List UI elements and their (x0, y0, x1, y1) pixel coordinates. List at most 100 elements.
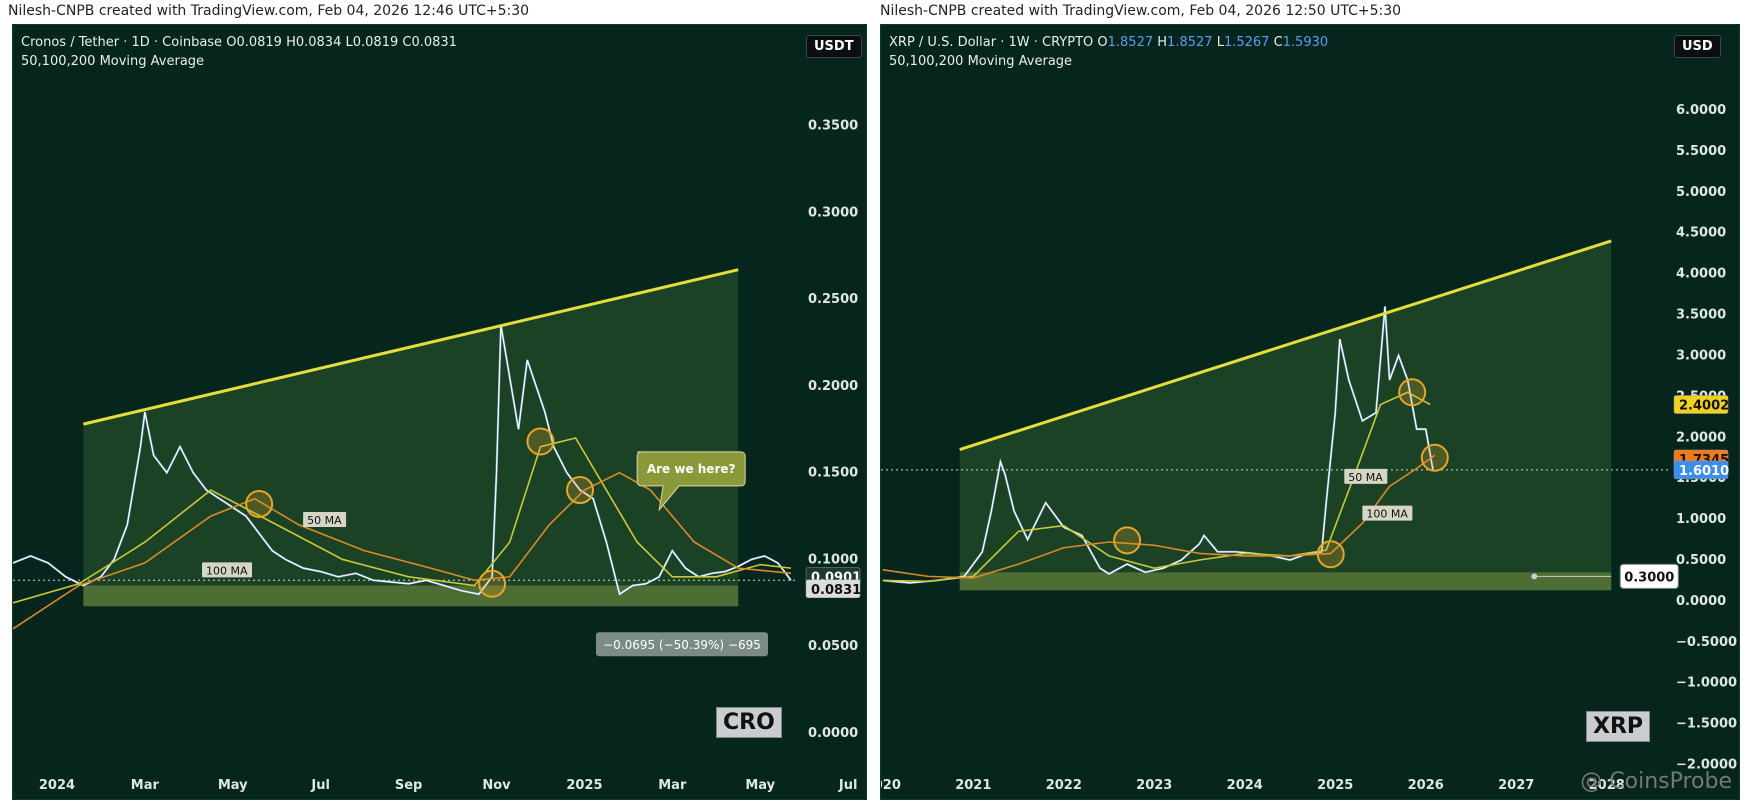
xrp-close: 1.5930 (1282, 35, 1329, 50)
cro-x-tick-label: Sep (395, 778, 423, 793)
xrp-open: 1.8527 (1107, 35, 1154, 50)
cro-low-label: L (345, 35, 353, 50)
cro-x-tick-label: 2024 (39, 778, 75, 793)
xrp-chart-panel: 6.0000 5.5000 5.0000 4.5000 4.0000 3.5000 3.00… (880, 24, 1740, 800)
xrp-y-tick-label: 0.0000 (1676, 594, 1726, 609)
xrp-chart-svg: 6.0000 5.5000 5.0000 4.5000 4.0000 3.5000 3.00… (881, 103, 1737, 793)
xrp-y-tick-label: 5.5000 (1676, 144, 1726, 159)
cro-measure-box (595, 632, 768, 657)
xrp-open-label: O (1097, 35, 1108, 50)
xrp-indicator: 50,100,200 Moving Average (889, 54, 1073, 69)
xrp-price-tag-box (1673, 460, 1729, 480)
xrp-support-zone (959, 572, 1612, 591)
xrp-high: 1.8527 (1167, 35, 1213, 50)
xrp-y-tick-label: 6.0000 (1676, 103, 1726, 118)
cro-x-tick-label: Mar (658, 778, 687, 793)
xrp-level-dot (1531, 573, 1538, 580)
cro-x-tick-label: Mar (131, 778, 160, 793)
xrp-close-label: C (1273, 35, 1283, 50)
xrp-highlight-circle (1113, 526, 1142, 555)
xrp-currency-button[interactable]: USD (1674, 35, 1721, 58)
cro-ma-label: 100 MA (206, 564, 248, 577)
cro-chart-svg: 0.3500 0.3000 0.2500 0.2000 0.1500 0.1000 0.05… (13, 119, 861, 793)
cro-ticker-label: CRO (716, 707, 782, 738)
xrp-high-label: H (1157, 35, 1168, 50)
xrp-ma-line-50 (882, 391, 1431, 583)
xrp-low-label: L (1216, 35, 1224, 50)
xrp-level-tag-box (1619, 563, 1679, 589)
cro-close: 0.0831 (411, 35, 457, 50)
xrp-x-tick-label: 2024 (1227, 778, 1263, 793)
xrp-x-tick-label: 2025 (1317, 778, 1353, 793)
xrp-y-tick-label: −1.0000 (1676, 676, 1737, 691)
cro-y-tick-label: 0.0000 (808, 726, 858, 741)
xrp-price-tag: 1.6010 (1679, 464, 1729, 479)
xrp-ma-label: 100 MA (1366, 508, 1408, 521)
xrp-ma-label: 50 MA (1348, 471, 1383, 484)
xrp-price-tag-box (1673, 395, 1729, 414)
cro-support-zone (83, 585, 739, 607)
cro-chart-header: Cronos / Tether · 1D · Coinbase O0.0819 … (21, 35, 457, 69)
cro-resistance-trendline (82, 268, 739, 426)
xrp-y-tick-label: 4.0000 (1676, 267, 1726, 282)
xrp-ma-line-100 (882, 454, 1436, 579)
cro-y-tick-label: 0.3000 (808, 205, 858, 220)
xrp-resistance-trendline (959, 239, 1612, 451)
xrp-price-tag: 2.4002 (1679, 399, 1729, 414)
cro-x-tick-label: 2025 (566, 778, 602, 793)
xrp-ticker-label: XRP (1586, 711, 1651, 742)
cro-ma-line-100 (13, 471, 792, 630)
cro-currency-button[interactable]: USDT (806, 35, 862, 58)
cro-y-tick-label: 0.1500 (808, 466, 858, 481)
cro-chart-panel: 0.3500 0.3000 0.2500 0.2000 0.1500 0.1000 0.05… (12, 24, 867, 800)
xrp-x-tick-label: 2021 (955, 778, 991, 793)
xrp-ma-label-box (1344, 468, 1388, 484)
cro-y-tick-label: 0.2500 (808, 292, 858, 307)
xrp-y-tick-label: −2.0000 (1676, 758, 1737, 773)
cro-callout-bubble (636, 451, 746, 512)
xrp-y-tick-label: 1.0000 (1676, 512, 1726, 527)
cro-callout-text: Are we here? (647, 462, 736, 476)
cro-high-label: H (286, 35, 296, 50)
xrp-highlight-circle (1420, 443, 1449, 472)
cro-highlight-circle (526, 427, 555, 456)
xrp-y-tick-label: 2.0000 (1676, 430, 1726, 445)
xrp-level-tag: 0.3000 (1624, 570, 1674, 585)
xrp-x-tick-label: 2028 (1589, 778, 1625, 793)
xrp-low: 1.5267 (1223, 35, 1270, 50)
xrp-symbol: XRP / U.S. Dollar · 1W · CRYPTO (889, 35, 1094, 50)
cro-x-tick-label: May (745, 778, 775, 793)
cro-ma-label: 50 MA (307, 514, 342, 527)
cro-open: 0.0819 (236, 35, 282, 50)
cro-x-tick-label: Nov (482, 778, 511, 793)
cro-y-tick-label: 0.0500 (808, 639, 858, 654)
xrp-channel-area (959, 240, 1612, 573)
xrp-highlight-circle (1316, 540, 1345, 569)
xrp-y-tick-label: 3.5000 (1676, 308, 1726, 323)
cro-x-tick-label: Jul (838, 778, 858, 793)
xrp-y-tick-label: 0.5000 (1676, 553, 1726, 568)
cro-price-tag-box (805, 579, 861, 599)
xrp-chart-header: XRP / U.S. Dollar · 1W · CRYPTO O1.8527 … (889, 35, 1328, 69)
cro-x-tick-label: Jul (310, 778, 330, 793)
cro-price-tag: 0.0831 (811, 583, 861, 598)
xrp-y-tick-label: 5.0000 (1676, 185, 1726, 200)
cro-symbol: Cronos / Tether · 1D · Coinbase (21, 35, 223, 50)
cro-highlight-circle (245, 489, 274, 518)
xrp-price-line (882, 306, 1434, 584)
xrp-y-tick-label: −0.5000 (1676, 635, 1737, 650)
xrp-x-tick-label: 2023 (1136, 778, 1172, 793)
xrp-y-tick-label: −1.5000 (1676, 717, 1737, 732)
cro-highlight-circle (566, 476, 595, 505)
cro-channel-area (83, 269, 739, 586)
xrp-x-tick-label: 2026 (1408, 778, 1444, 793)
cro-low: 0.0819 (352, 35, 399, 50)
cro-y-tick-label: 0.1000 (808, 552, 858, 567)
xrp-y-tick-label: 4.5000 (1676, 226, 1726, 241)
cro-y-tick-label: 0.2000 (808, 379, 858, 394)
cro-ma-line-50 (13, 437, 792, 604)
xrp-y-tick-label: 3.0000 (1676, 348, 1726, 363)
xrp-ma-label-box (1362, 505, 1413, 521)
cro-x-tick-label: May (218, 778, 248, 793)
